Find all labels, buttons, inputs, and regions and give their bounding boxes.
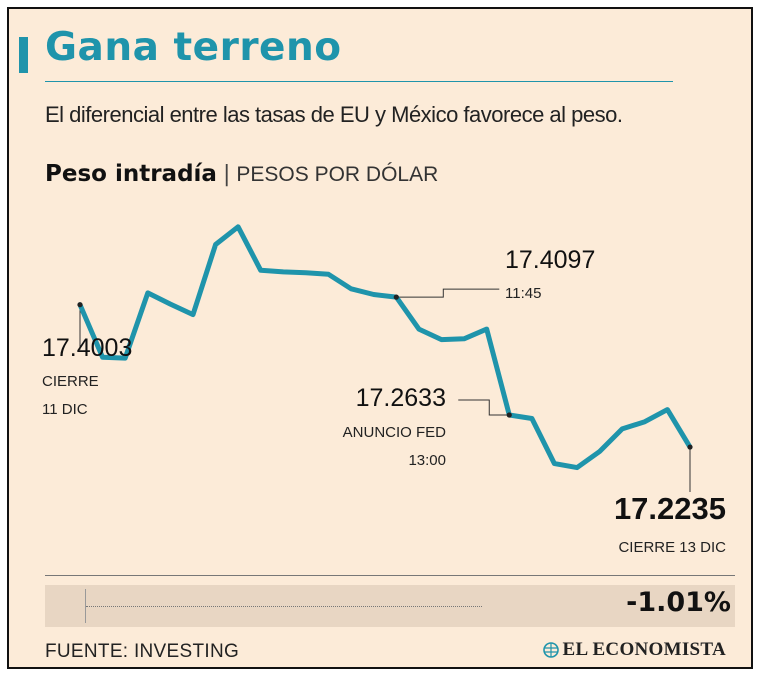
annotation-label: CIERRE bbox=[42, 373, 99, 390]
chart-heading: Peso intradía | PESOS POR DÓLAR bbox=[45, 161, 438, 187]
annotation-label: 11 DIC bbox=[42, 401, 88, 418]
change-value: -1.01% bbox=[626, 587, 731, 618]
subtitle: El diferencial entre las tasas de EU y M… bbox=[45, 102, 623, 127]
callout-dot bbox=[687, 444, 693, 450]
chart-unit: PESOS POR DÓLAR bbox=[236, 163, 439, 186]
callout-dot bbox=[506, 412, 512, 418]
annotation-value: 17.4003 bbox=[42, 334, 132, 362]
series-line bbox=[77, 224, 693, 471]
annotation-labels: 17.4003 CIERRE 11 DIC 17.4097 11:45 17.2633 AN… bbox=[42, 246, 726, 556]
globe-logo-icon bbox=[542, 642, 559, 658]
chart-label: Peso intradía bbox=[45, 161, 217, 187]
title-divider bbox=[45, 81, 673, 82]
title-accent-bar bbox=[19, 37, 28, 73]
callout-dot bbox=[393, 294, 399, 300]
change-band: -1.01% bbox=[45, 585, 735, 627]
bottom-divider bbox=[45, 575, 735, 576]
line-chart: 17.4003 CIERRE 11 DIC 17.4097 11:45 17.2633 AN… bbox=[42, 224, 726, 556]
change-start-tick bbox=[85, 589, 86, 623]
annotation-value: 17.4097 bbox=[505, 246, 595, 274]
annotation-label: 11:45 bbox=[505, 285, 541, 302]
page-title: Gana terreno bbox=[45, 25, 342, 70]
brand-logo: EL ECONOMISTA bbox=[542, 639, 727, 661]
source-label: FUENTE: INVESTING bbox=[45, 641, 240, 662]
annotation-value: 17.2235 bbox=[614, 491, 726, 526]
change-track bbox=[86, 606, 482, 607]
brand-name: EL ECONOMISTA bbox=[562, 639, 726, 660]
infographic-card: Gana terreno El diferencial entre las ta… bbox=[7, 7, 753, 669]
chart-callouts bbox=[79, 288, 691, 493]
annotation-label: 13:00 bbox=[408, 452, 446, 469]
callout-dot bbox=[77, 302, 83, 308]
callout-leader bbox=[396, 288, 500, 298]
annotation-label: ANUNCIO FED bbox=[343, 424, 447, 441]
chart-heading-separator: | bbox=[222, 162, 231, 187]
annotation-value: 17.2633 bbox=[356, 384, 446, 412]
callout-leader bbox=[458, 399, 510, 416]
annotation-label: CIERRE 13 DIC bbox=[618, 539, 726, 556]
